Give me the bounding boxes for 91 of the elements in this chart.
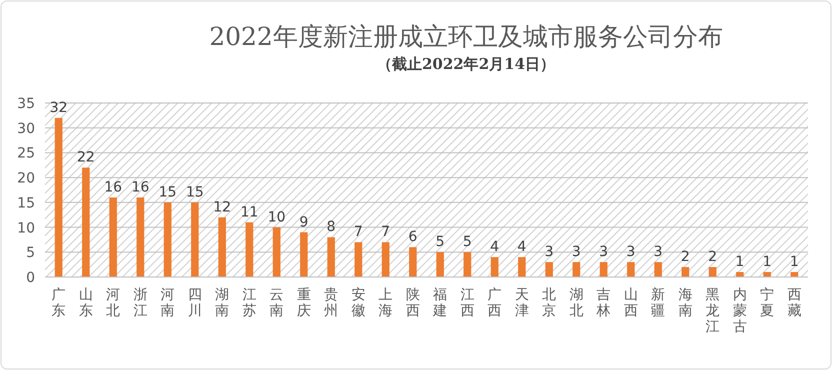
x-tick-label: 广西 — [488, 287, 502, 319]
data-label: 11 — [240, 204, 258, 220]
data-label: 5 — [436, 234, 445, 250]
x-tick-label: 海南 — [678, 287, 692, 319]
x-tick-label: 陕西 — [406, 287, 420, 319]
bar — [572, 262, 580, 277]
data-label: 7 — [381, 224, 390, 240]
bar — [436, 252, 444, 277]
bar — [327, 237, 335, 277]
x-tick-label: 西藏 — [787, 287, 802, 319]
data-label: 16 — [131, 179, 150, 196]
data-label: 1 — [762, 254, 772, 270]
x-tick-label: 广东 — [52, 287, 66, 319]
bar — [654, 262, 662, 277]
data-label: 12 — [213, 199, 232, 216]
x-tick-label: 福建 — [432, 287, 448, 319]
data-label: 16 — [104, 179, 122, 196]
bar — [300, 232, 308, 277]
bar — [409, 247, 417, 277]
data-label: 22 — [76, 150, 95, 166]
data-label: 7 — [354, 224, 363, 240]
bar — [382, 242, 390, 277]
data-label: 5 — [462, 234, 472, 250]
bar — [246, 222, 254, 277]
y-tick-label: 0 — [26, 270, 35, 286]
x-tick-label: 天津 — [514, 287, 529, 319]
bar — [272, 227, 280, 277]
x-tick-label: 北京 — [542, 287, 556, 319]
y-tick-label: 35 — [17, 96, 35, 112]
x-tick-label: 浙江 — [133, 287, 148, 319]
data-label: 10 — [268, 209, 286, 226]
x-tick-label: 吉林 — [596, 287, 611, 319]
x-tick-label: 贵州 — [324, 287, 338, 319]
data-label: 8 — [326, 219, 336, 236]
data-label: 2 — [708, 249, 718, 266]
data-label: 9 — [299, 214, 308, 230]
x-tick-label: 山西 — [624, 287, 638, 319]
bar — [218, 217, 226, 277]
data-label: 3 — [654, 244, 663, 260]
bar — [109, 197, 117, 277]
data-label: 2 — [680, 249, 690, 266]
y-tick-label: 30 — [17, 120, 35, 137]
data-label: 4 — [490, 239, 500, 256]
x-tick-label: 云南 — [270, 287, 284, 319]
x-tick-label: 新疆 — [651, 287, 666, 319]
bar — [490, 257, 498, 277]
data-label: 4 — [517, 239, 526, 256]
data-label: 1 — [790, 254, 799, 270]
bar — [164, 202, 172, 277]
data-label: 6 — [408, 229, 418, 246]
x-tick-label: 重庆 — [296, 287, 311, 319]
bar — [54, 118, 62, 277]
data-label: 3 — [572, 244, 581, 260]
y-tick-label: 20 — [17, 170, 35, 187]
bar — [545, 262, 553, 277]
bar — [136, 197, 144, 277]
x-tick-label: 河南 — [160, 287, 175, 319]
chart-subtitle: （截止2022年2月14日） — [376, 55, 556, 73]
data-label: 32 — [50, 100, 68, 116]
data-label: 3 — [544, 244, 554, 260]
bar — [354, 242, 362, 277]
x-tick-label: 四川 — [188, 287, 202, 319]
y-tick-label: 25 — [17, 146, 35, 162]
y-tick-label: 5 — [26, 245, 35, 262]
bar — [708, 267, 716, 277]
x-tick-label: 内蒙古 — [732, 287, 747, 335]
x-tick-label: 江西 — [460, 287, 474, 319]
x-tick-label: 河北 — [106, 287, 120, 319]
x-tick-label: 安徽 — [351, 287, 366, 319]
data-label: 15 — [158, 184, 177, 200]
x-tick-label: 宁夏 — [760, 287, 774, 319]
x-tick-label: 湖南 — [215, 287, 230, 319]
bar — [627, 262, 635, 277]
bar — [191, 202, 199, 277]
x-tick-label: 黑龙江 — [706, 287, 720, 335]
bar — [82, 168, 90, 277]
bar — [464, 252, 472, 277]
y-tick-label: 15 — [17, 195, 35, 212]
data-label: 1 — [735, 254, 744, 270]
data-label: 3 — [599, 244, 608, 260]
bar — [518, 257, 526, 277]
x-tick-label: 湖北 — [569, 287, 584, 319]
x-tick-label: 江苏 — [242, 287, 256, 319]
data-label: 3 — [626, 244, 636, 260]
bar — [600, 262, 608, 277]
x-tick-label: 山东 — [78, 287, 93, 319]
data-label: 15 — [186, 184, 204, 200]
bar — [682, 267, 690, 277]
x-tick-label: 上海 — [378, 287, 393, 319]
chart-title: 2022年度新注册成立环卫及城市服务公司分布 — [209, 22, 723, 51]
y-tick-label: 10 — [17, 220, 35, 236]
